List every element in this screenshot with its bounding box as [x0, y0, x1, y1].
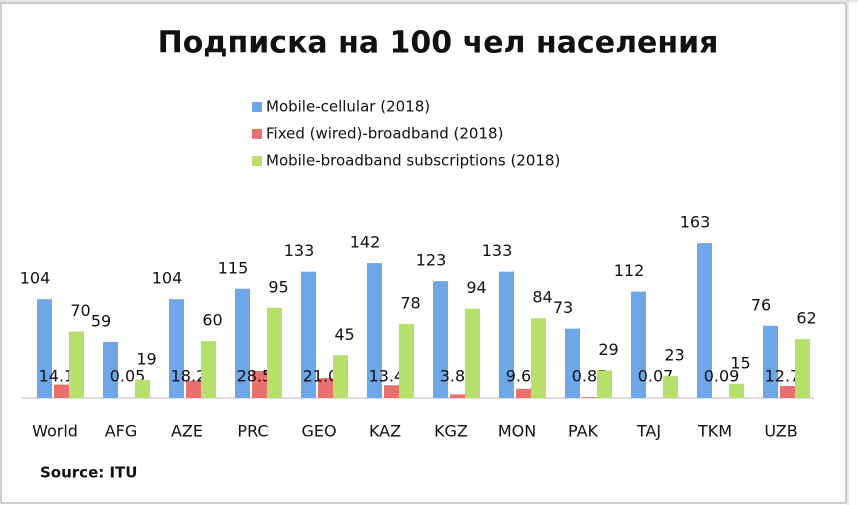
value-label: 15	[730, 353, 750, 372]
value-label: 78	[400, 293, 420, 312]
plot: World10414.1070AFG590.0519AZE10418.2060P…	[20, 213, 817, 441]
x-tick-label: PAK	[568, 422, 599, 441]
bar	[763, 325, 778, 398]
value-label: 45	[334, 325, 354, 344]
x-tick-label: KAZ	[369, 422, 401, 441]
value-label: 115	[218, 258, 249, 277]
x-tick-label: TAJ	[636, 422, 661, 441]
value-label: 84	[532, 288, 552, 307]
bar	[37, 299, 52, 398]
x-tick-label: GEO	[301, 422, 336, 441]
x-tick-label: KGZ	[434, 422, 468, 441]
legend-label: Mobile-broadband subscriptions (2018)	[266, 152, 560, 170]
value-label: 19	[136, 349, 156, 368]
x-tick-label: PRC	[237, 422, 268, 441]
x-tick-label: World	[32, 422, 78, 441]
value-label: 104	[20, 269, 51, 288]
legend-label: Fixed (wired)-broadband (2018)	[266, 125, 503, 143]
bar	[399, 323, 414, 398]
value-label: 70	[70, 301, 90, 320]
bar	[267, 307, 282, 398]
value-label: 29	[598, 340, 618, 359]
legend: Mobile-cellular (2018) Fixed (wired)-broa…	[252, 98, 560, 170]
bar	[582, 397, 597, 398]
value-label: 123	[416, 251, 447, 270]
x-tick-label: AZE	[171, 422, 203, 441]
bar	[631, 291, 646, 398]
value-label: 59	[91, 311, 111, 330]
bar	[384, 385, 399, 398]
bar	[54, 384, 69, 398]
bar	[795, 339, 810, 398]
chart-title: Подписка на 100 чел населения	[158, 26, 719, 61]
x-tick-label: UZB	[764, 422, 797, 441]
bar	[252, 370, 267, 398]
legend-swatch	[252, 156, 262, 166]
bar	[301, 271, 316, 398]
bar	[663, 376, 678, 398]
value-label: 104	[152, 269, 183, 288]
bar	[318, 378, 333, 398]
x-tick-label: AFG	[105, 422, 138, 441]
bar	[235, 288, 250, 398]
value-label: 142	[350, 233, 381, 252]
bar	[565, 328, 580, 398]
bar	[135, 379, 150, 398]
bar	[780, 385, 795, 398]
bar	[531, 318, 546, 398]
legend-swatch	[252, 102, 262, 112]
value-label: 163	[680, 213, 711, 232]
value-label: 94	[466, 278, 486, 297]
source: Source: ITU	[40, 464, 137, 482]
bar	[697, 243, 712, 398]
value-label: 76	[751, 295, 771, 314]
value-label: 95	[268, 277, 288, 296]
bar	[597, 370, 612, 398]
legend-label: Mobile-cellular (2018)	[266, 98, 430, 116]
bar	[516, 388, 531, 398]
bar	[465, 308, 480, 398]
value-label: 23	[664, 346, 684, 365]
bar	[367, 263, 382, 398]
x-tick-label: MON	[498, 422, 536, 441]
value-label: 0.09	[704, 367, 740, 386]
bar	[186, 380, 201, 398]
x-tick-label: TKM	[697, 422, 732, 441]
bar	[450, 394, 465, 398]
value-label: 60	[202, 311, 222, 330]
value-label: 73	[553, 298, 573, 317]
value-label: 112	[614, 261, 645, 280]
value-label: 133	[284, 241, 315, 260]
bar	[729, 383, 744, 398]
bar	[103, 341, 118, 398]
legend-swatch	[252, 129, 262, 139]
bar	[69, 331, 84, 398]
value-label: 133	[482, 241, 513, 260]
bar	[433, 281, 448, 398]
bar	[169, 299, 184, 398]
bar	[499, 271, 514, 398]
bar	[201, 341, 216, 398]
value-label: 62	[796, 309, 816, 328]
bar	[333, 355, 348, 398]
